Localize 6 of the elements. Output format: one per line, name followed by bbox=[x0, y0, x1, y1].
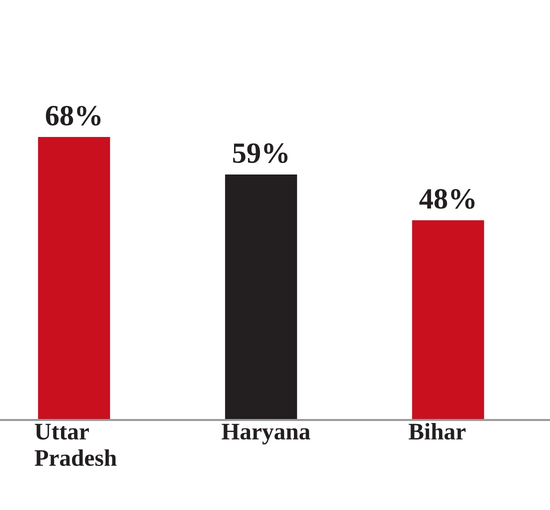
data-label: 68% bbox=[46, 106, 100, 126]
x-tick-label: Bihar bbox=[408, 423, 466, 440]
x-tick-label: Haryana bbox=[222, 424, 310, 444]
data-label: 48% bbox=[419, 189, 475, 209]
x-tick-label: Uttar Pradesh bbox=[34, 424, 117, 466]
data-label: 59% bbox=[233, 143, 288, 164]
